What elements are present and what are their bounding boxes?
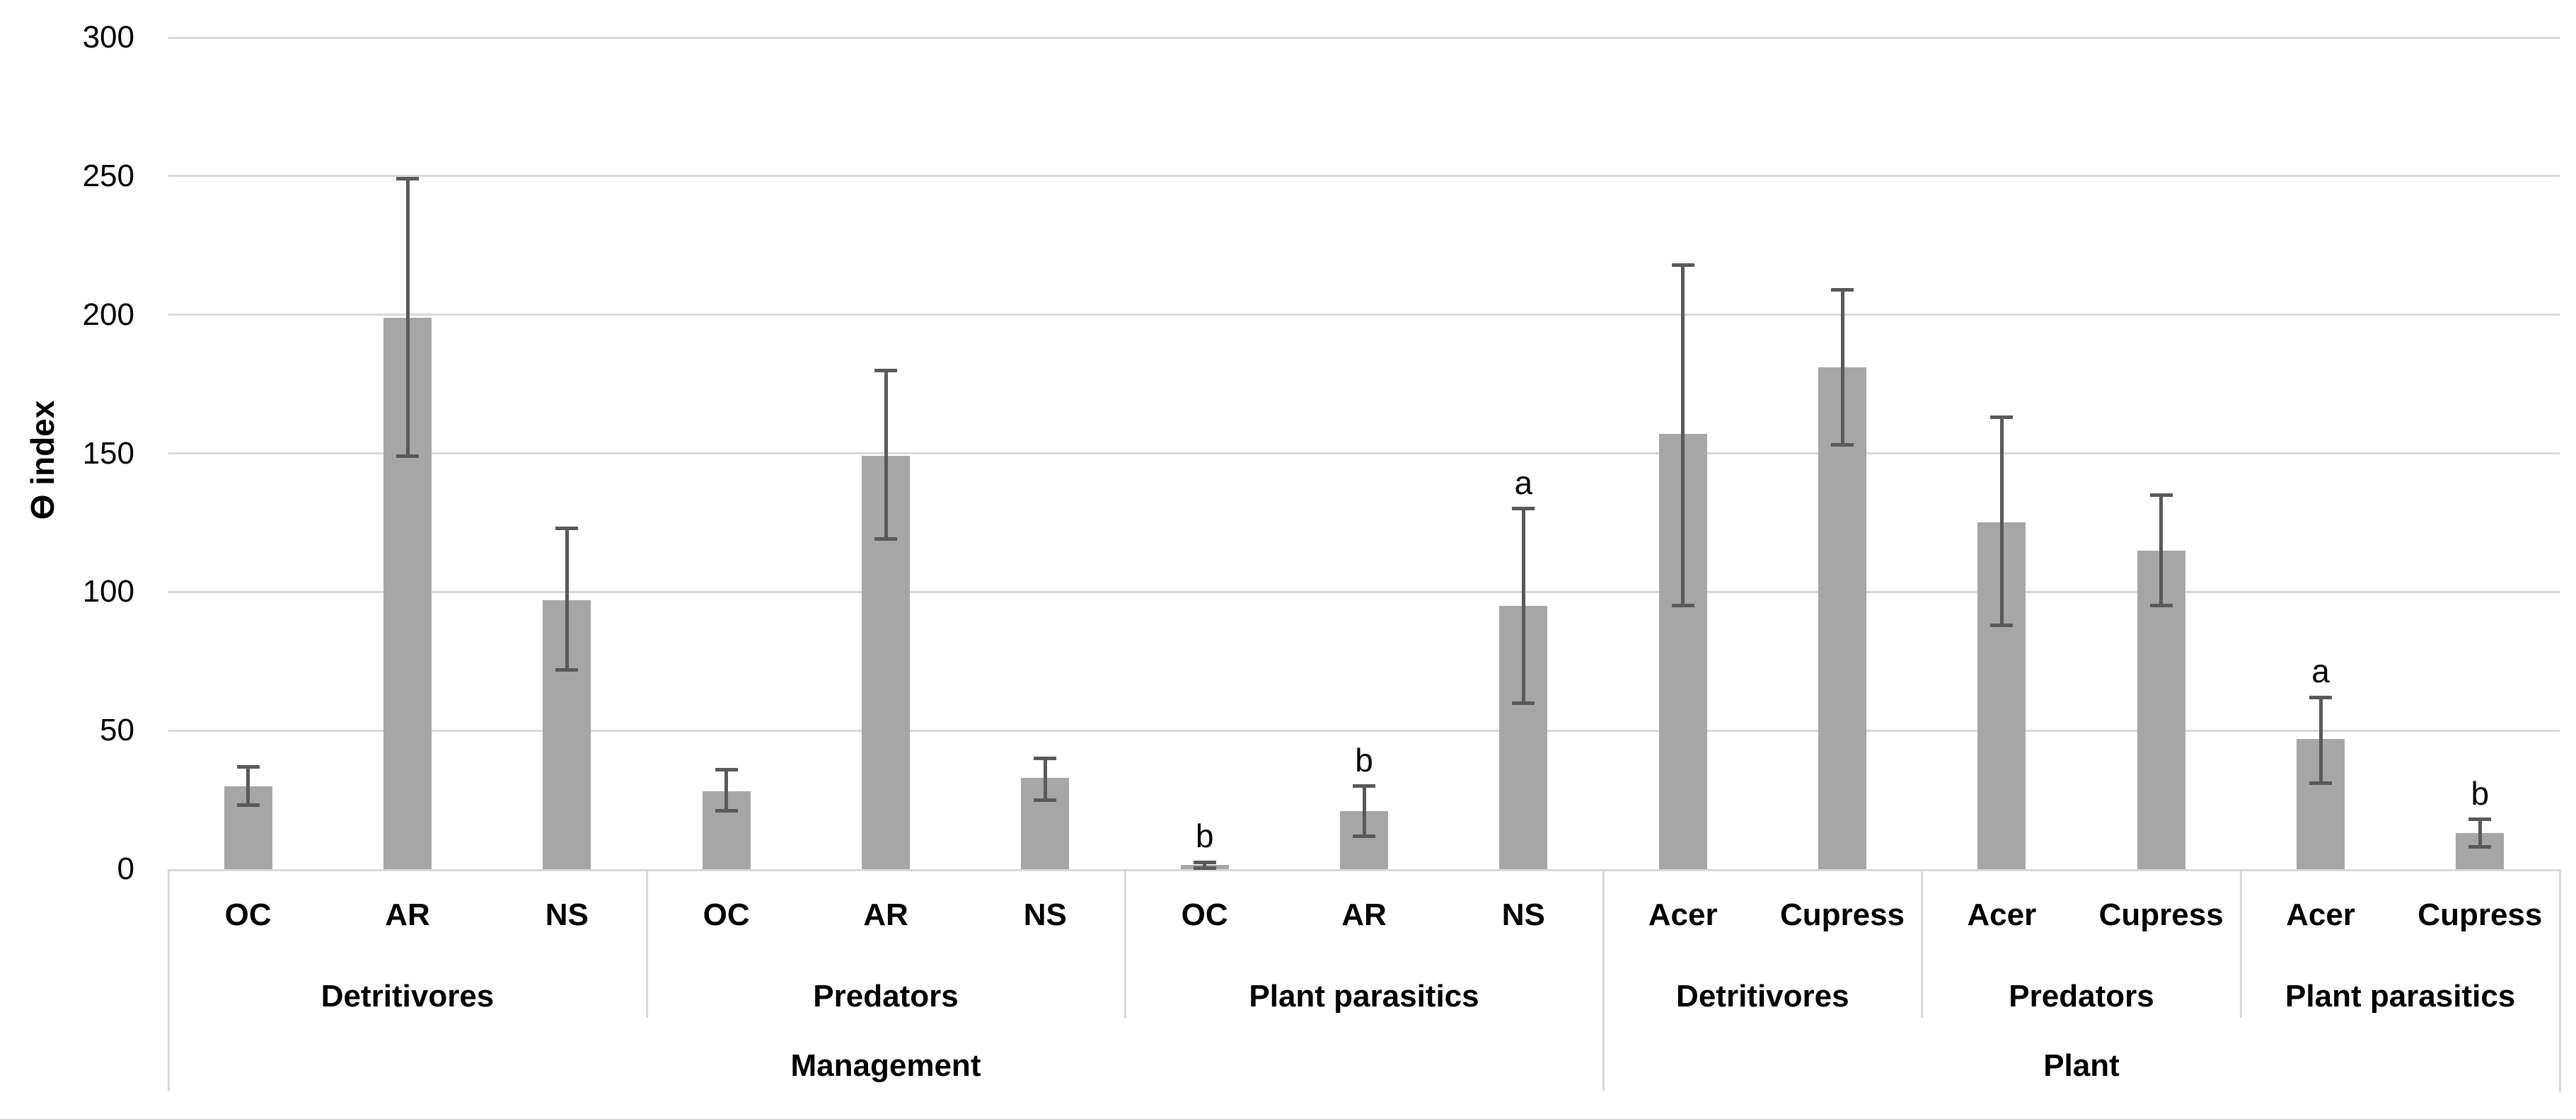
error-bar-cap-top-management-detritivores-oc bbox=[236, 764, 260, 769]
category-label-plant-predators-acer: Acer bbox=[1967, 897, 2037, 932]
gridline-100 bbox=[168, 590, 2560, 593]
group-label-plant: Plant bbox=[2043, 1048, 2120, 1083]
y-tick-label-250: 250 bbox=[82, 158, 134, 193]
error-bar-cap-bottom-management-predators-ar bbox=[874, 537, 897, 541]
error-bar-cap-top-plant-detritivores-acer bbox=[1671, 263, 1694, 267]
subgroup-label-management-plant-parasitics: Plant parasitics bbox=[1249, 979, 1479, 1014]
gridline-200 bbox=[168, 314, 2560, 316]
error-bar-cap-bottom-plant-predators-acer bbox=[1990, 623, 2014, 627]
y-tick-label-200: 200 bbox=[82, 297, 134, 332]
error-bar-cap-bottom-management-detritivores-ar bbox=[396, 454, 419, 458]
subgroup-divider bbox=[1921, 869, 1924, 1018]
error-bar-cap-bottom-plant-predators-cupress bbox=[2149, 604, 2173, 608]
error-bar-cap-top-plant-predators-cupress bbox=[2149, 493, 2173, 497]
x-axis-line bbox=[168, 869, 2560, 871]
error-bar-cap-top-management-plant-parasitics-oc bbox=[1193, 860, 1216, 864]
category-label-plant-detritivores-acer: Acer bbox=[1648, 897, 1718, 932]
error-bar-cap-top-plant-plant-parasitics-acer bbox=[2309, 695, 2332, 699]
error-bar-line-plant-plant-parasitics-acer bbox=[2318, 697, 2323, 784]
gridline-150 bbox=[168, 452, 2560, 454]
error-bar-cap-top-management-plant-parasitics-ns bbox=[1512, 507, 1535, 511]
category-label-management-predators-oc: OC bbox=[703, 897, 750, 932]
category-label-plant-detritivores-cupress: Cupress bbox=[1779, 897, 1905, 932]
error-bar-line-management-detritivores-ar bbox=[405, 178, 410, 457]
category-label-management-detritivores-oc: OC bbox=[224, 897, 272, 932]
error-bar-line-management-predators-oc bbox=[724, 769, 729, 811]
subgroup-divider bbox=[1124, 869, 1126, 1018]
gridline-300 bbox=[168, 36, 2560, 39]
subgroup-label-plant-detritivores: Detritivores bbox=[1676, 979, 1849, 1014]
y-tick-label-0: 0 bbox=[117, 851, 134, 886]
subgroup-label-management-predators: Predators bbox=[813, 979, 959, 1014]
significance-letter-management-plant-parasitics-ar: b bbox=[1355, 741, 1373, 779]
error-bar-cap-top-management-detritivores-ar bbox=[396, 177, 419, 181]
category-label-management-detritivores-ns: NS bbox=[545, 897, 589, 932]
error-bar-cap-bottom-management-plant-parasitics-ns bbox=[1512, 701, 1535, 705]
category-label-plant-plant-parasitics-acer: Acer bbox=[2286, 897, 2355, 932]
error-bar-cap-top-management-predators-ar bbox=[874, 368, 897, 372]
error-bar-cap-top-management-predators-oc bbox=[715, 767, 738, 771]
subgroup-divider bbox=[645, 869, 648, 1018]
error-bar-cap-bottom-management-plant-parasitics-ar bbox=[1353, 834, 1375, 838]
category-label-plant-plant-parasitics-cupress: Cupress bbox=[2418, 897, 2543, 932]
y-tick-label-150: 150 bbox=[82, 435, 134, 471]
error-bar-line-plant-detritivores-cupress bbox=[1840, 289, 1844, 445]
error-bar-line-management-detritivores-ns bbox=[565, 528, 569, 670]
category-label-plant-predators-cupress: Cupress bbox=[2098, 897, 2224, 932]
subgroup-label-management-detritivores: Detritivores bbox=[320, 979, 495, 1014]
error-bar-line-plant-detritivores-acer bbox=[1681, 265, 1685, 606]
error-bar-cap-bottom-plant-detritivores-acer bbox=[1671, 604, 1694, 608]
error-bar-line-plant-predators-acer bbox=[1999, 417, 2004, 626]
error-bar-line-management-predators-ar bbox=[884, 370, 888, 539]
error-bar-cap-top-management-detritivores-ns bbox=[555, 526, 579, 530]
axis-box-left-border bbox=[167, 869, 170, 1091]
gridline-250 bbox=[168, 175, 2560, 178]
error-bar-line-management-plant-parasitics-ns bbox=[1521, 508, 1525, 703]
category-label-management-plant-parasitics-oc: OC bbox=[1181, 897, 1228, 932]
significance-letter-management-plant-parasitics-ns: a bbox=[1514, 464, 1533, 501]
error-bar-line-plant-plant-parasitics-cupress bbox=[2478, 819, 2482, 847]
subgroup-divider bbox=[2239, 869, 2242, 1018]
category-label-management-detritivores-ar: AR bbox=[385, 897, 430, 932]
error-bar-cap-bottom-plant-plant-parasitics-cupress bbox=[2468, 845, 2492, 849]
significance-letter-plant-plant-parasitics-acer: a bbox=[2311, 653, 2330, 690]
category-label-management-predators-ar: AR bbox=[863, 897, 908, 932]
category-label-management-plant-parasitics-ns: NS bbox=[1501, 897, 1545, 932]
y-tick-label-100: 100 bbox=[82, 574, 134, 609]
error-bar-line-management-predators-ns bbox=[1043, 758, 1047, 800]
error-bar-cap-bottom-management-predators-oc bbox=[715, 809, 738, 813]
error-bar-line-plant-predators-cupress bbox=[2159, 495, 2164, 606]
error-bar-line-management-plant-parasitics-oc bbox=[1203, 862, 1207, 868]
axis-box-right-border bbox=[2558, 869, 2561, 1091]
error-bar-cap-bottom-management-detritivores-oc bbox=[236, 803, 260, 808]
error-bar-cap-bottom-plant-plant-parasitics-acer bbox=[2309, 781, 2332, 786]
significance-letter-plant-plant-parasitics-cupress: b bbox=[2471, 774, 2490, 812]
subgroup-label-plant-predators: Predators bbox=[2009, 979, 2154, 1014]
gridline-50 bbox=[168, 729, 2560, 732]
group-label-management: Management bbox=[790, 1048, 981, 1083]
y-tick-label-50: 50 bbox=[100, 713, 134, 748]
y-tick-label-300: 300 bbox=[82, 20, 134, 54]
error-bar-cap-bottom-management-plant-parasitics-oc bbox=[1193, 866, 1216, 870]
bar-plant-detritivores-cupress bbox=[1818, 367, 1866, 869]
error-bar-cap-top-management-predators-ns bbox=[1034, 756, 1057, 760]
error-bar-line-management-detritivores-oc bbox=[246, 767, 250, 805]
significance-letter-management-plant-parasitics-oc: b bbox=[1195, 817, 1214, 855]
error-bar-cap-top-plant-detritivores-cupress bbox=[1831, 287, 1854, 292]
category-label-management-predators-ns: NS bbox=[1023, 897, 1067, 932]
error-bar-cap-top-management-plant-parasitics-ar bbox=[1353, 784, 1375, 788]
error-bar-cap-top-plant-plant-parasitics-cupress bbox=[2468, 817, 2492, 821]
error-bar-cap-bottom-plant-detritivores-cupress bbox=[1831, 443, 1854, 447]
error-bar-cap-top-plant-predators-acer bbox=[1990, 415, 2014, 420]
error-bar-cap-bottom-management-predators-ns bbox=[1034, 798, 1057, 802]
group-divider bbox=[1602, 869, 1605, 1091]
subgroup-label-plant-plant-parasitics: Plant parasitics bbox=[2285, 979, 2516, 1014]
category-label-management-plant-parasitics-ar: AR bbox=[1341, 897, 1387, 932]
error-bar-cap-bottom-management-detritivores-ns bbox=[555, 667, 579, 672]
error-bar-line-management-plant-parasitics-ar bbox=[1362, 786, 1366, 836]
